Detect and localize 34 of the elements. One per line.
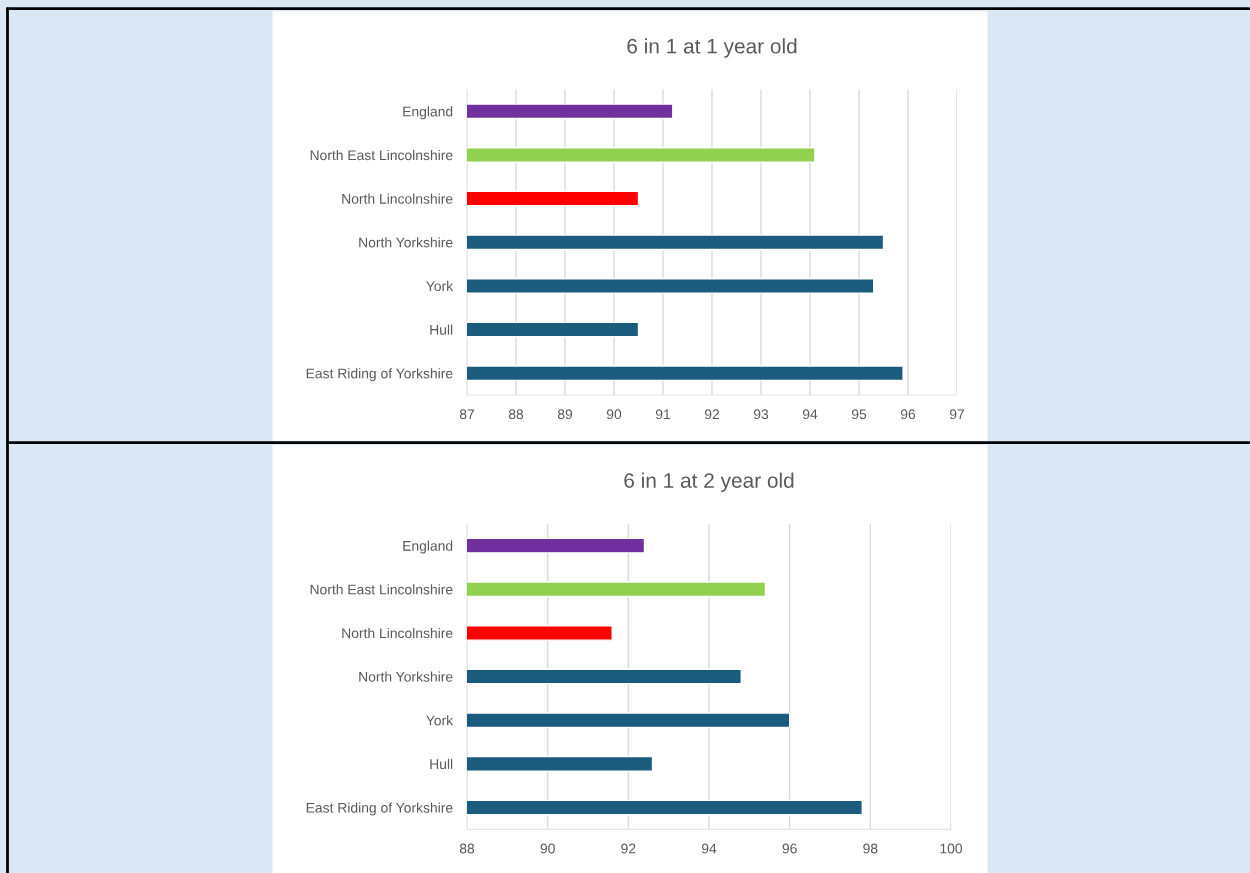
x-tick-label: 96 (900, 409, 916, 420)
x-tick-label: 88 (459, 843, 475, 854)
y-tick-label: North Yorkshire (359, 237, 453, 248)
x-tick-label: 91 (655, 409, 671, 420)
y-tick-label: North Yorkshire (359, 671, 453, 682)
x-tick-label: 95 (851, 409, 867, 420)
x-tick-label: 97 (949, 409, 965, 420)
y-tick-label: England (403, 106, 453, 120)
chart-title: 6 in 1 at 1 year old (627, 38, 797, 58)
x-tick-label: 87 (459, 409, 475, 420)
y-tick-label: Hull (430, 758, 453, 770)
y-tick-label: York (426, 280, 454, 292)
x-tick-label: 100 (940, 843, 963, 854)
x-tick-label: 96 (782, 843, 797, 854)
x-tick-label: 98 (863, 843, 878, 854)
x-tick-label: 89 (557, 409, 573, 420)
x-tick-label: 90 (540, 843, 555, 854)
x-tick-label: 88 (508, 409, 524, 420)
x-tick-label: 93 (753, 409, 769, 420)
y-tick-label: North Lincolnshire (342, 193, 453, 204)
y-tick-label: East Riding of Yorkshire (306, 368, 453, 382)
x-tick-label: 94 (802, 409, 818, 420)
chart-title: 6 in 1 at 2 year old (624, 472, 794, 493)
y-tick-label: North Lincolnshire (342, 627, 453, 639)
x-tick-label: 94 (701, 843, 717, 854)
x-tick-label: 90 (606, 409, 622, 420)
x-tick-label: 92 (704, 409, 720, 420)
x-tick-label: 92 (621, 843, 636, 854)
y-tick-label: East Riding of Yorkshire (306, 802, 453, 816)
y-tick-label: England (403, 540, 453, 554)
y-tick-label: Hull (430, 324, 453, 335)
y-tick-label: York (426, 715, 454, 726)
y-tick-label: North East Lincolnshire (310, 149, 453, 161)
y-tick-label: North East Lincolnshire (310, 584, 453, 595)
